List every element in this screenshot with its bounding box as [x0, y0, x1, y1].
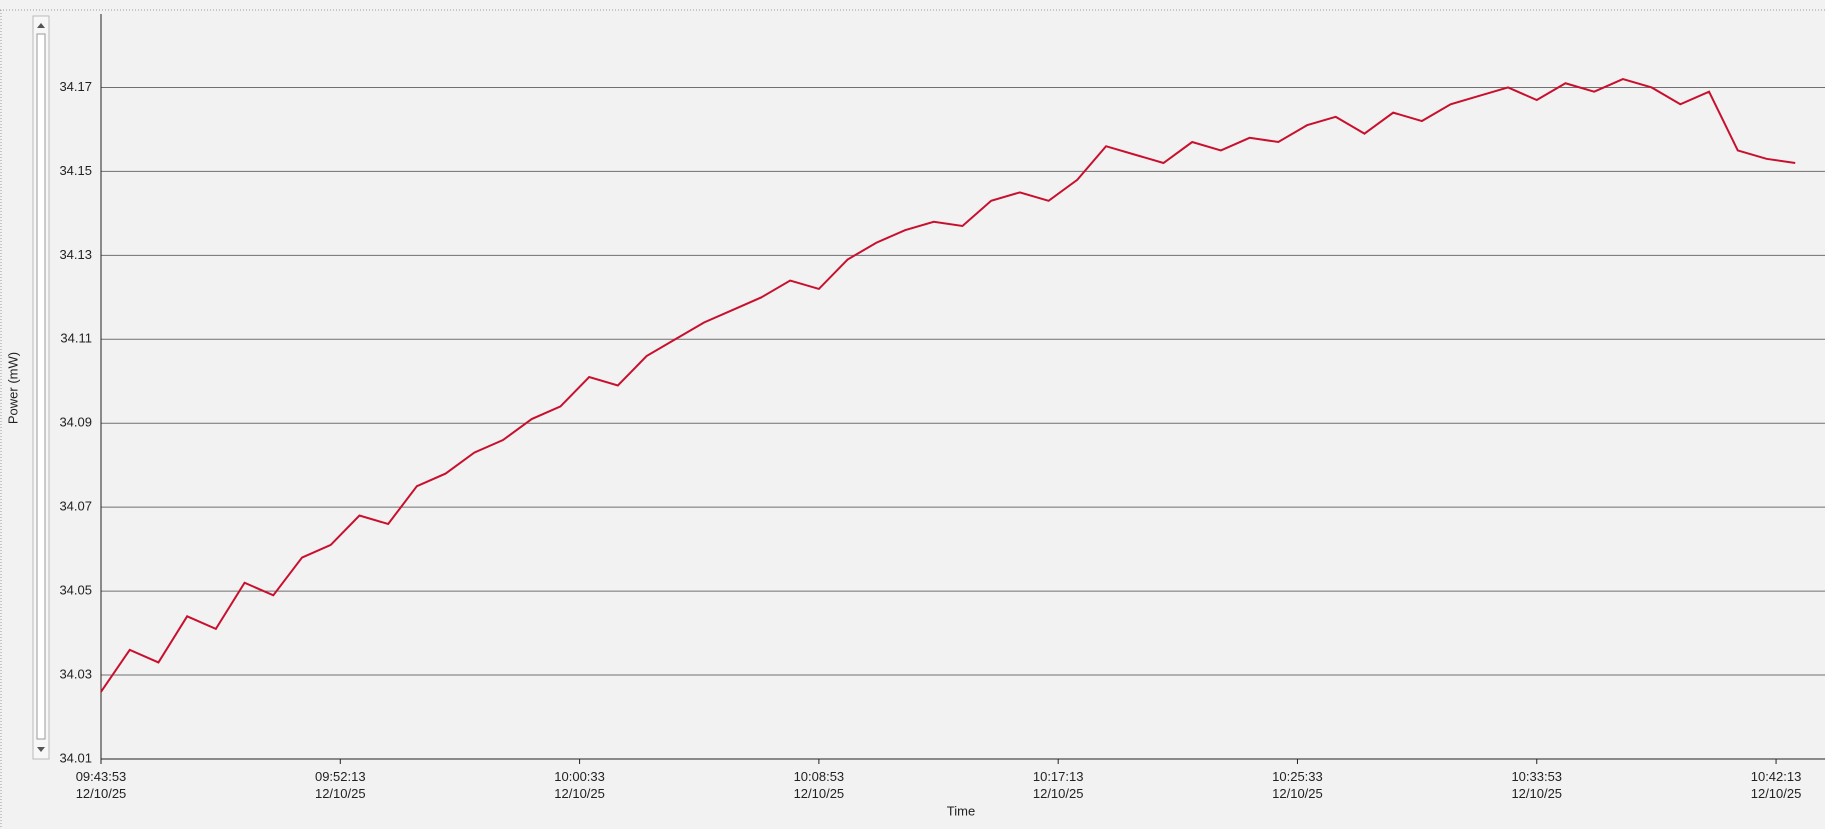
y-tick-label: 34.15: [59, 163, 92, 178]
x-tick-label: 10:25:33 12/10/25: [1272, 769, 1323, 801]
data-line: [100, 77, 1796, 693]
x-tick-label: 10:00:33 12/10/25: [554, 769, 605, 801]
x-tick-label: 10:42:13 12/10/25: [1750, 769, 1802, 801]
x-tick-label: 09:52:13 12/10/25: [314, 769, 366, 801]
x-tick-label: 10:33:53 12/10/25: [1511, 769, 1563, 801]
x-tick-label: 09:43:53 12/10/25: [75, 769, 127, 801]
y-tick-label: 34.07: [59, 499, 92, 514]
x-tick-label: 10:17:13 12/10/25: [1032, 769, 1084, 801]
y-tick-label: 34.11: [60, 331, 92, 346]
y-tick-label: 34.09: [59, 415, 92, 430]
scroll-down[interactable]: [37, 747, 45, 752]
y-tick-label: 34.13: [59, 247, 92, 262]
scrollbar-thumb[interactable]: [36, 33, 46, 740]
x-axis-label: Time: [947, 803, 975, 818]
x-tick-label: 10:08:53 12/10/25: [793, 769, 845, 801]
y-tick-label: 34.05: [59, 583, 92, 598]
scroll-up[interactable]: [37, 23, 45, 28]
y-axis-label: Power (mW): [5, 352, 20, 424]
y-tick-label: 34.17: [59, 79, 92, 94]
y-tick-label: 34.03: [59, 666, 92, 681]
y-tick-label: 34.01: [59, 750, 92, 765]
